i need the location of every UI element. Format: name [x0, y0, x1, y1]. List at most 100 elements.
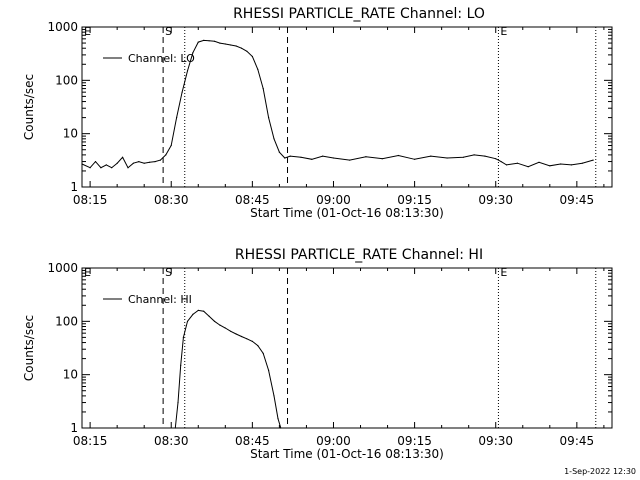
data-point	[278, 151, 280, 153]
y-tick-label: 1	[70, 421, 78, 435]
y-axis-label: Counts/sec	[22, 74, 36, 140]
data-point	[176, 117, 178, 119]
data-point	[192, 52, 194, 54]
data-point	[122, 156, 124, 158]
data-point	[332, 157, 335, 159]
data-point	[500, 161, 502, 163]
plot-frame	[81, 267, 613, 429]
data-point	[182, 336, 184, 338]
y-tick-label: 10	[63, 368, 78, 382]
data-point	[180, 364, 182, 366]
data-point	[235, 45, 237, 47]
data-point	[273, 138, 275, 140]
data-point	[257, 68, 259, 70]
data-point	[365, 156, 367, 158]
x-tick-label: 09:15	[397, 434, 432, 448]
data-point	[224, 43, 226, 45]
marker-label: E	[84, 266, 91, 279]
y-axis-label: Counts/sec	[22, 315, 36, 381]
legend-label: Channel: HI	[128, 293, 192, 306]
data-point	[527, 166, 529, 168]
data-point	[116, 162, 118, 164]
data-point	[100, 167, 102, 169]
x-tick-label: 09:00	[316, 193, 351, 207]
data-point	[127, 167, 129, 169]
data-point	[257, 345, 259, 347]
data-point	[170, 144, 172, 147]
marker-label: S	[165, 266, 172, 279]
data-point	[219, 324, 221, 326]
data-point	[311, 158, 313, 160]
x-axis-label: Start Time (01-Oct-16 08:13:30)	[250, 447, 444, 461]
data-point	[280, 427, 282, 429]
chart-title: RHESSI PARTICLE_RATE Channel: LO	[233, 6, 485, 22]
marker-label: S	[165, 25, 172, 38]
y-tick-label: 1000	[47, 261, 78, 275]
y-tick-label: 1000	[47, 20, 78, 34]
data-point	[549, 165, 551, 167]
data-point	[197, 309, 199, 311]
data-point	[208, 315, 210, 317]
data-point	[251, 340, 253, 342]
data-point	[219, 42, 221, 44]
data-point	[94, 161, 97, 163]
x-tick-label: 09:00	[316, 434, 351, 448]
legend-label: Channel: LO	[128, 52, 195, 65]
data-point	[592, 159, 594, 161]
chart-panel-1: RHESSI PARTICLE_RATE Channel: LO 08:15 08:…	[22, 6, 613, 220]
data-point	[165, 154, 167, 156]
data-point	[397, 154, 399, 157]
data-point	[208, 40, 210, 42]
data-point	[105, 164, 107, 166]
marker-label: E	[84, 25, 91, 38]
data-point	[381, 158, 383, 160]
data-point	[246, 50, 248, 52]
data-point	[581, 162, 583, 164]
data-point	[516, 162, 519, 164]
data-point	[143, 162, 145, 164]
x-tick-label: 08:15	[73, 193, 108, 207]
data-point	[284, 157, 286, 159]
data-point	[349, 159, 351, 161]
marker-label: E	[500, 25, 507, 38]
y-tick-label: 100	[55, 73, 78, 87]
data-point	[203, 39, 205, 42]
y-tick-label: 100	[55, 314, 78, 328]
data-point	[159, 159, 161, 161]
data-point	[251, 55, 253, 58]
data-point	[132, 162, 134, 164]
y-tick-label: 10	[63, 127, 78, 141]
data-point	[213, 320, 216, 322]
data-point	[560, 163, 562, 165]
x-tick-label: 08:30	[154, 193, 189, 207]
data-point	[138, 161, 140, 163]
data-point	[177, 402, 179, 404]
x-tick-label: 09:45	[560, 434, 595, 448]
data-point	[277, 418, 279, 420]
data-point	[224, 327, 226, 329]
x-tick-label: 08:45	[235, 193, 270, 207]
data-point	[186, 320, 189, 322]
series-line	[81, 39, 594, 169]
data-point	[246, 338, 248, 340]
chart-title: RHESSI PARTICLE_RATE Channel: HI	[235, 247, 483, 263]
data-point	[446, 157, 448, 159]
footer-timestamp: 1-Sep-2022 12:30	[564, 467, 636, 476]
data-point	[473, 154, 475, 156]
marker-label: E	[500, 266, 507, 279]
data-point	[89, 167, 91, 169]
data-point	[262, 88, 264, 90]
data-point	[240, 47, 243, 49]
data-point	[322, 155, 324, 157]
data-point	[230, 330, 232, 332]
x-tick-label: 08:15	[73, 434, 108, 448]
data-point	[289, 155, 291, 157]
data-point	[268, 369, 270, 371]
x-tick-label: 08:30	[154, 434, 189, 448]
series-line	[174, 309, 282, 429]
data-point	[262, 352, 264, 354]
chart-panel-2: RHESSI PARTICLE_RATE Channel: HI 08:15 08:…	[22, 247, 613, 461]
data-point	[203, 310, 205, 312]
data-point	[213, 40, 216, 42]
